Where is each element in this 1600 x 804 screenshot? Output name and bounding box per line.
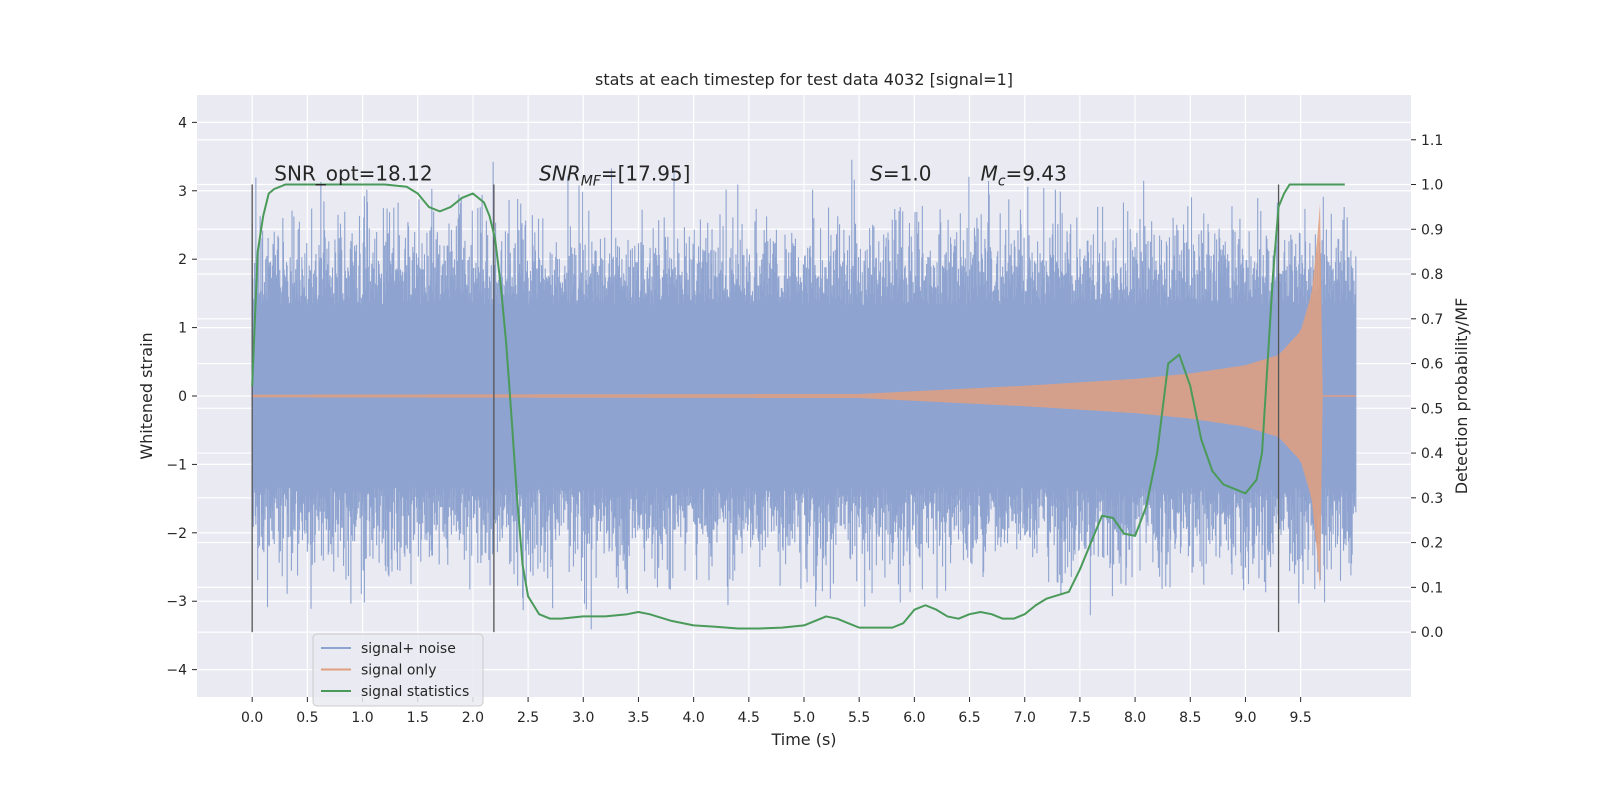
legend-label: signal only [361, 663, 436, 679]
y-tick-label: 1 [178, 321, 187, 337]
x-axis-label: Time (s) [770, 730, 836, 749]
legend-label: signal+ noise [361, 641, 456, 657]
annotation-3: Mc=9.43 [981, 162, 1067, 190]
y2-tick-label: 1.0 [1421, 178, 1443, 194]
x-tick-label: 8.0 [1124, 710, 1146, 726]
x-tick-label: 0.0 [241, 710, 263, 726]
signal-only-series [252, 203, 1323, 589]
y-axis-label: Whitened strain [137, 332, 156, 459]
x-tick-label: 5.5 [848, 710, 870, 726]
x-tick-label: 9.5 [1290, 710, 1312, 726]
x-tick-label: 2.0 [462, 710, 484, 726]
chart-title: stats at each timestep for test data 403… [595, 70, 1013, 89]
y2-tick-label: 0.9 [1421, 222, 1443, 238]
x-tick-label: 7.5 [1069, 710, 1091, 726]
x-tick-label: 1.5 [407, 710, 429, 726]
y-tick-label: −4 [166, 663, 187, 679]
y2-axis-label: Detection probability/MF [1452, 298, 1471, 495]
annotation-2: S=1.0 [870, 162, 931, 186]
y2-tick-label: 1.1 [1421, 133, 1443, 149]
x-tick-label: 6.5 [958, 710, 980, 726]
y-tick-label: 2 [178, 252, 187, 268]
x-tick-label: 6.0 [903, 710, 925, 726]
x-tick-label: 4.0 [683, 710, 705, 726]
y2-tick-label: 0.8 [1421, 267, 1443, 283]
x-tick-label: 8.5 [1179, 710, 1201, 726]
y2-tick-label: 0.4 [1421, 446, 1443, 462]
annotation-0: SNR_opt=18.12 [274, 162, 432, 186]
y-tick-label: 0 [178, 389, 187, 405]
y-tick-label: −1 [166, 457, 187, 473]
legend-box [312, 633, 484, 707]
x-axis: 0.0 0.5 1.0 1.5 2.0 2.5 3.0 3.5 4.0 4.5 5.0 5.5 6.0 6… [241, 697, 1312, 726]
x-tick-label: 4.5 [738, 710, 760, 726]
y-tick-label: 3 [178, 184, 187, 200]
x-tick-label: 5.0 [793, 710, 815, 726]
x-tick-label: 0.5 [296, 710, 318, 726]
y2-tick-label: 0.5 [1421, 401, 1443, 417]
annotations: SNR_opt=18.12 SNRMF=[17.95] S=1.0 Mc=9.43 [274, 162, 1067, 190]
annotation-1: SNRMF=[17.95] [539, 162, 690, 190]
x-tick-label: 9.0 [1234, 710, 1256, 726]
legend-label: signal statistics [361, 684, 469, 700]
y-axis-left: 4 3 2 1 0 −1 −2 −3 −4 [166, 115, 197, 679]
y-axis-right: 1.1 1.0 0.9 0.8 0.7 0.6 0.5 0.4 0.3 0.2 0.1 0.0 [1411, 133, 1443, 641]
y-tick-label: −3 [166, 594, 187, 610]
y2-tick-label: 0.1 [1421, 580, 1443, 596]
x-tick-label: 1.0 [351, 710, 373, 726]
y2-tick-label: 0.0 [1421, 625, 1443, 641]
y-tick-label: 4 [178, 115, 187, 131]
plot-area [251, 159, 1357, 633]
signal-statistics-series [251, 183, 1345, 630]
x-tick-label: 7.0 [1014, 710, 1036, 726]
y-tick-label: −2 [166, 526, 187, 542]
y2-tick-label: 0.3 [1421, 491, 1443, 507]
x-tick-label: 3.5 [627, 710, 649, 726]
legend: signal+ noise signal only signal statistic… [312, 633, 484, 707]
y2-tick-label: 0.7 [1421, 312, 1443, 328]
x-tick-label: 2.5 [517, 710, 539, 726]
y2-tick-label: 0.2 [1421, 536, 1443, 552]
x-tick-label: 3.0 [572, 710, 594, 726]
y2-tick-label: 0.6 [1421, 357, 1443, 373]
